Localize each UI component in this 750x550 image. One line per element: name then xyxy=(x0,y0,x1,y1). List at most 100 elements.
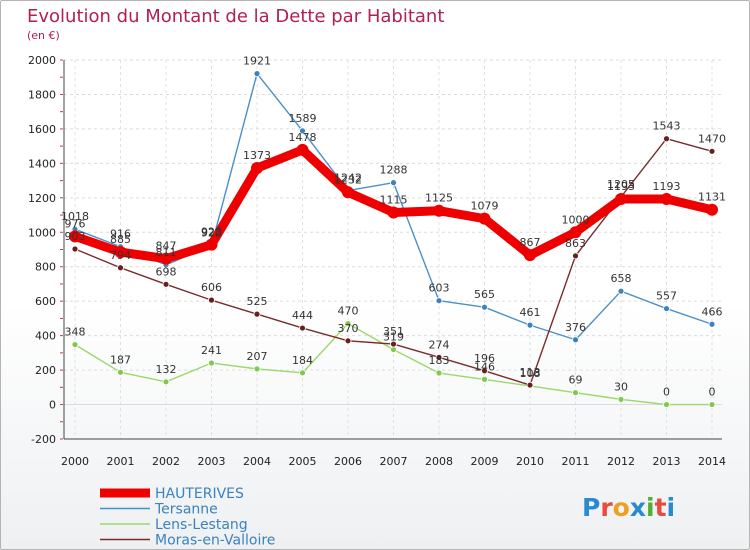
data-label: 903 xyxy=(65,230,86,243)
logo-letter: r xyxy=(600,493,613,522)
data-point xyxy=(114,246,127,259)
data-point xyxy=(390,179,397,187)
data-point xyxy=(708,147,716,155)
data-point xyxy=(253,70,261,78)
data-label: 461 xyxy=(520,306,541,319)
y-tick-label: 600 xyxy=(35,295,56,308)
data-point xyxy=(526,381,534,389)
y-tick-label: 1000 xyxy=(28,226,56,239)
data-label: 928 xyxy=(201,226,222,239)
data-point xyxy=(617,287,625,295)
data-point xyxy=(569,226,582,239)
data-label: 1115 xyxy=(380,193,408,206)
data-label: 348 xyxy=(65,326,86,339)
data-point xyxy=(617,395,625,403)
data-label: 241 xyxy=(201,344,222,357)
data-point xyxy=(342,186,354,199)
data-point xyxy=(205,238,218,251)
data-point xyxy=(71,341,79,348)
data-label: 1478 xyxy=(289,131,317,144)
data-point xyxy=(481,367,488,375)
data-label: 557 xyxy=(656,290,677,303)
data-label: 1470 xyxy=(698,132,726,145)
data-label: 794 xyxy=(110,249,131,262)
x-tick-label: 2001 xyxy=(107,455,135,468)
legend-label: Moras-en-Valloire xyxy=(155,533,275,549)
x-tick-label: 2006 xyxy=(334,455,362,468)
legend: HAUTERIVESTersanneLens-LestangMoras-en-V… xyxy=(100,486,275,549)
data-point xyxy=(387,206,400,219)
y-tick-label: 1400 xyxy=(28,157,56,170)
data-point xyxy=(435,353,443,361)
data-label: 976 xyxy=(65,217,86,230)
data-point xyxy=(344,320,352,327)
data-label: 183 xyxy=(429,354,450,367)
y-tick-label: 1600 xyxy=(28,123,56,136)
data-labels: 1018 916 811 922 1921 1589 1242 1288 603 565 461 37… xyxy=(61,55,726,399)
legend-label: Tersanne xyxy=(154,502,218,518)
data-label: 1131 xyxy=(698,191,726,204)
y-tick-label: 800 xyxy=(35,261,56,274)
data-label: 1193 xyxy=(653,180,681,193)
data-point xyxy=(478,212,491,225)
data-label: 565 xyxy=(474,288,495,301)
data-point xyxy=(526,321,534,329)
data-point xyxy=(253,365,261,373)
data-point xyxy=(660,193,673,206)
data-label: 525 xyxy=(247,295,268,308)
data-label: 1193 xyxy=(607,180,635,193)
logo-letter: t xyxy=(655,493,667,522)
data-label: 885 xyxy=(110,233,131,246)
data-label: 207 xyxy=(247,350,268,363)
legend-label: Lens-Lestang xyxy=(155,517,248,533)
data-label: 658 xyxy=(611,272,632,285)
data-point xyxy=(435,297,443,305)
data-label: 603 xyxy=(429,282,450,295)
data-label: 444 xyxy=(292,309,313,322)
proxiti-logo: Proxiti xyxy=(582,493,675,522)
data-label: 108 xyxy=(520,367,541,380)
data-label: 466 xyxy=(702,305,723,318)
x-tick-label: 2011 xyxy=(562,455,590,468)
x-tick-label: 2005 xyxy=(289,455,317,468)
y-tick-label: -200 xyxy=(31,433,56,446)
x-tick-label: 2008 xyxy=(425,455,453,468)
data-label: 606 xyxy=(201,281,222,294)
data-point xyxy=(390,346,397,353)
x-tick-label: 2013 xyxy=(653,455,681,468)
data-point xyxy=(572,389,579,397)
data-label: 470 xyxy=(338,305,359,318)
data-label: 1232 xyxy=(334,173,362,186)
data-label: 1242 xyxy=(334,172,362,185)
data-point xyxy=(251,162,263,175)
data-point xyxy=(296,143,309,156)
y-tick-label: 200 xyxy=(35,364,56,377)
data-label: 1589 xyxy=(289,112,317,125)
x-tick-label: 2004 xyxy=(243,455,271,468)
logo-letter: P xyxy=(582,493,600,522)
series-layer xyxy=(69,70,718,408)
data-label: 30 xyxy=(614,380,628,393)
data-point xyxy=(208,296,215,304)
x-tick-label: 2000 xyxy=(61,455,89,468)
logo-letter: x xyxy=(630,493,646,522)
data-point xyxy=(117,368,124,376)
data-label: 811 xyxy=(156,246,177,259)
data-point xyxy=(572,336,579,344)
data-point xyxy=(117,264,124,272)
data-label: 916 xyxy=(110,228,131,241)
data-point xyxy=(253,310,261,318)
x-tick-label: 2002 xyxy=(152,455,180,468)
data-point xyxy=(572,252,579,260)
data-point xyxy=(481,375,488,383)
data-label: 1921 xyxy=(243,55,271,68)
data-label: 1079 xyxy=(471,200,499,213)
data-label: 863 xyxy=(565,237,586,250)
data-point xyxy=(481,303,488,311)
data-point xyxy=(71,245,79,253)
x-tick-label: 2003 xyxy=(198,455,226,468)
data-label: 1205 xyxy=(607,178,635,191)
data-label: 370 xyxy=(338,322,359,335)
